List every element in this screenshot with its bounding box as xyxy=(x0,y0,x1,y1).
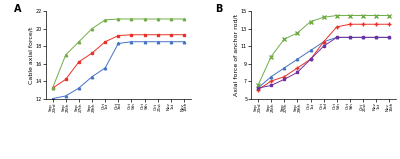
left glonoid
fossa xyxy=(50,98,55,100)
right glonoid
fossa xyxy=(76,61,81,63)
right glonoid
fossa xyxy=(155,34,160,36)
top xyxy=(142,18,147,20)
right glonoid
fossa xyxy=(63,78,68,80)
Line: left: left xyxy=(257,36,391,89)
top xyxy=(129,18,134,20)
bottom xyxy=(321,45,326,47)
Line: top: top xyxy=(256,14,391,87)
left glonoid
fossa xyxy=(90,76,94,78)
top xyxy=(116,18,121,20)
Y-axis label: Axial force of anchor rod/t: Axial force of anchor rod/t xyxy=(234,14,239,96)
Line: top: top xyxy=(51,18,185,89)
top xyxy=(282,38,287,40)
bottom xyxy=(269,84,274,86)
left xyxy=(256,87,260,89)
right glonoid
fossa xyxy=(90,52,94,54)
left glonoid
fossa xyxy=(76,87,81,89)
left glonoid
fossa xyxy=(103,67,108,69)
left xyxy=(321,41,326,43)
Line: right: right xyxy=(256,22,391,92)
left xyxy=(348,36,352,38)
top xyxy=(155,18,160,20)
right glonoid
fossa xyxy=(129,34,134,36)
left xyxy=(334,36,339,38)
right xyxy=(374,23,379,25)
top xyxy=(321,16,326,18)
left glonoid
fossa xyxy=(142,41,147,43)
left xyxy=(374,36,379,38)
bottom xyxy=(374,36,379,38)
right glonoid
fossa xyxy=(50,87,55,89)
bottom xyxy=(387,36,392,38)
Text: B: B xyxy=(215,4,222,14)
right xyxy=(387,23,392,25)
left glonoid
fossa xyxy=(116,42,121,44)
top xyxy=(63,54,68,56)
Y-axis label: Cable axial force/t: Cable axial force/t xyxy=(28,26,34,83)
left xyxy=(295,58,300,60)
top xyxy=(90,28,94,30)
top xyxy=(76,41,81,43)
left glonoid
fossa xyxy=(168,41,173,43)
right xyxy=(269,80,274,82)
left glonoid
fossa xyxy=(129,41,134,43)
left glonoid
fossa xyxy=(182,41,186,43)
left xyxy=(387,36,392,38)
Line: bottom: bottom xyxy=(257,36,391,89)
top xyxy=(374,14,379,16)
left glonoid
fossa xyxy=(63,95,68,97)
right xyxy=(308,58,313,60)
bottom xyxy=(295,71,300,73)
right xyxy=(361,23,366,25)
top xyxy=(168,18,173,20)
right glonoid
fossa xyxy=(103,41,108,43)
bottom xyxy=(361,36,366,38)
right xyxy=(334,26,339,28)
right xyxy=(256,89,260,91)
right xyxy=(282,76,287,78)
right glonoid
fossa xyxy=(116,35,121,37)
top xyxy=(387,14,392,16)
right xyxy=(348,23,352,25)
bottom xyxy=(334,36,339,38)
bottom xyxy=(348,36,352,38)
left glonoid
fossa xyxy=(155,41,160,43)
top xyxy=(308,21,313,23)
left xyxy=(308,49,313,51)
top xyxy=(103,19,108,21)
top xyxy=(182,18,186,20)
Text: A: A xyxy=(14,4,22,14)
top xyxy=(269,56,274,58)
top xyxy=(334,14,339,16)
right glonoid
fossa xyxy=(182,34,186,36)
top xyxy=(295,32,300,34)
right xyxy=(295,67,300,69)
left xyxy=(361,36,366,38)
top xyxy=(348,14,352,16)
right glonoid
fossa xyxy=(168,34,173,36)
left xyxy=(282,67,287,69)
top xyxy=(361,14,366,16)
top xyxy=(50,87,55,89)
right glonoid
fossa xyxy=(142,34,147,36)
Line: left glonoid
fossa: left glonoid fossa xyxy=(51,41,185,100)
top xyxy=(256,84,260,86)
bottom xyxy=(256,87,260,89)
bottom xyxy=(282,78,287,80)
left xyxy=(269,76,274,78)
Line: right glonoid
fossa: right glonoid fossa xyxy=(51,34,185,89)
right xyxy=(321,41,326,43)
bottom xyxy=(308,58,313,60)
